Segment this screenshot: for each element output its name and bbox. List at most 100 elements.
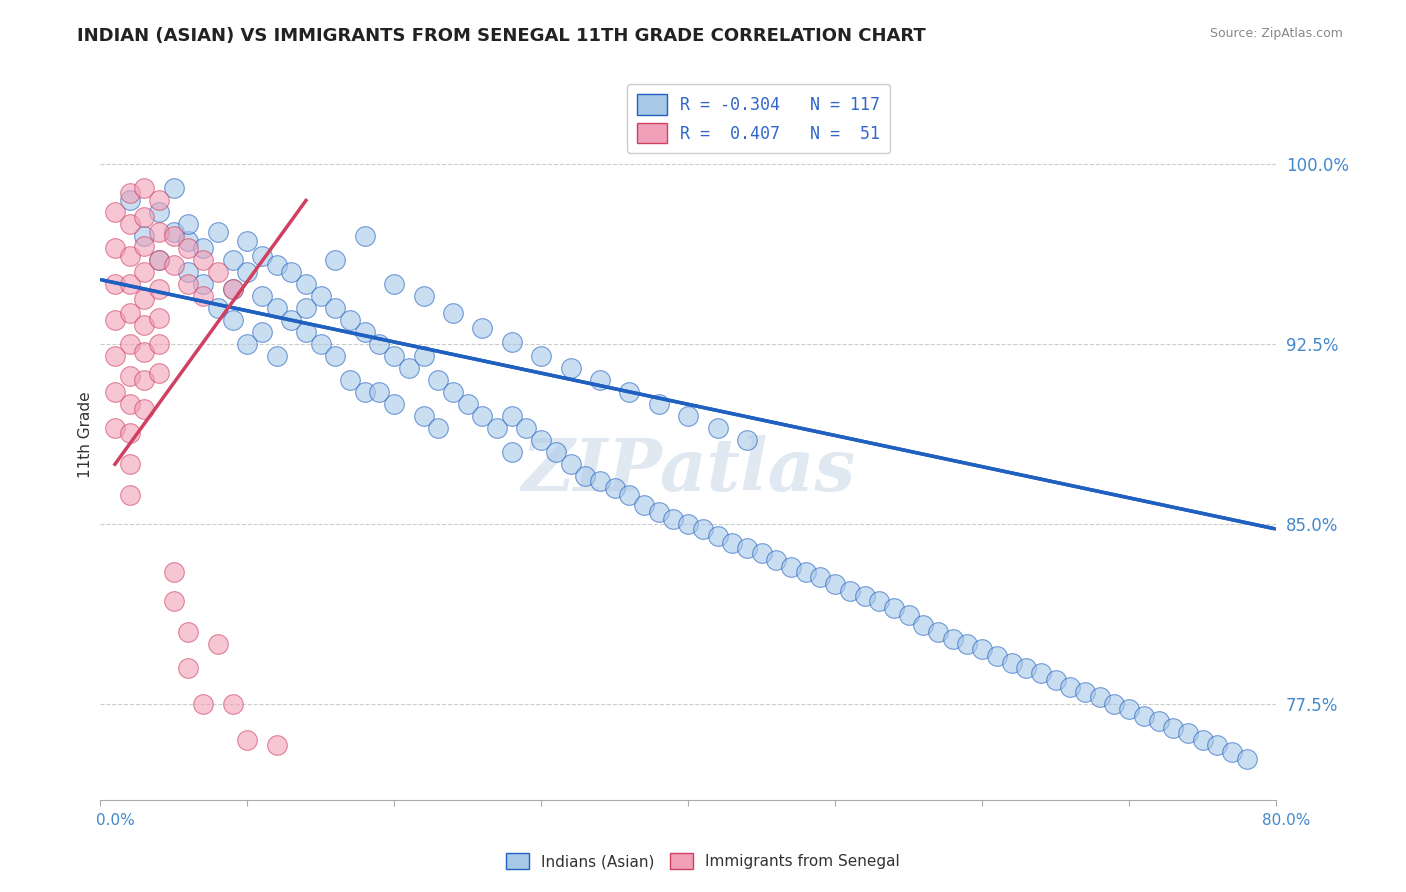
Point: [1220, 745, 1243, 759]
Point: [560, 457, 582, 471]
Point: [619, 488, 641, 502]
Point: [250, 249, 273, 263]
Point: [648, 397, 671, 411]
Point: [412, 409, 434, 424]
Point: [295, 301, 318, 316]
Point: [751, 546, 773, 560]
Point: [427, 373, 450, 387]
Point: [134, 181, 156, 195]
Point: [118, 249, 141, 263]
Point: [207, 265, 229, 279]
Point: [104, 277, 127, 292]
Point: [207, 301, 229, 316]
Point: [134, 292, 156, 306]
Point: [148, 205, 170, 219]
Point: [486, 421, 509, 435]
Point: [382, 349, 405, 363]
Point: [134, 402, 156, 417]
Point: [118, 218, 141, 232]
Point: [1118, 702, 1140, 716]
Point: [118, 368, 141, 383]
Point: [191, 253, 214, 268]
Point: [1104, 697, 1126, 711]
Point: [589, 474, 612, 488]
Point: [382, 397, 405, 411]
Point: [191, 241, 214, 255]
Legend: Indians (Asian), Immigrants from Senegal: Indians (Asian), Immigrants from Senegal: [501, 847, 905, 875]
Point: [501, 334, 523, 349]
Point: [1015, 661, 1038, 675]
Point: [118, 277, 141, 292]
Point: [368, 385, 391, 400]
Point: [236, 337, 259, 351]
Point: [589, 373, 612, 387]
Point: [1147, 714, 1170, 728]
Point: [118, 426, 141, 441]
Point: [368, 337, 391, 351]
Point: [735, 434, 758, 448]
Point: [471, 320, 494, 334]
Point: [148, 225, 170, 239]
Point: [163, 566, 186, 580]
Point: [118, 488, 141, 502]
Text: Source: ZipAtlas.com: Source: ZipAtlas.com: [1209, 27, 1343, 40]
Point: [163, 225, 186, 239]
Point: [1161, 721, 1184, 735]
Point: [530, 434, 553, 448]
Point: [1074, 685, 1097, 699]
Point: [662, 512, 685, 526]
Point: [266, 258, 288, 272]
Point: [676, 409, 699, 424]
Point: [501, 409, 523, 424]
Point: [266, 349, 288, 363]
Point: [250, 289, 273, 303]
Point: [118, 337, 141, 351]
Point: [927, 625, 949, 640]
Point: [765, 553, 787, 567]
Point: [177, 241, 200, 255]
Point: [1088, 690, 1111, 704]
Point: [1206, 738, 1229, 752]
Point: [148, 337, 170, 351]
Point: [191, 277, 214, 292]
Point: [250, 326, 273, 340]
Point: [721, 536, 744, 550]
Point: [177, 234, 200, 248]
Point: [148, 194, 170, 208]
Point: [236, 733, 259, 747]
Point: [134, 265, 156, 279]
Text: ZIPatlas: ZIPatlas: [522, 435, 855, 507]
Point: [134, 229, 156, 244]
Point: [118, 457, 141, 471]
Point: [603, 481, 626, 495]
Point: [633, 498, 655, 512]
Point: [339, 373, 361, 387]
Text: INDIAN (ASIAN) VS IMMIGRANTS FROM SENEGAL 11TH GRADE CORRELATION CHART: INDIAN (ASIAN) VS IMMIGRANTS FROM SENEGA…: [77, 27, 927, 45]
Point: [309, 289, 332, 303]
Point: [191, 697, 214, 711]
Point: [134, 344, 156, 359]
Point: [104, 385, 127, 400]
Point: [325, 253, 347, 268]
Point: [1045, 673, 1067, 688]
Point: [619, 385, 641, 400]
Point: [148, 253, 170, 268]
Point: [824, 577, 846, 591]
Point: [134, 211, 156, 225]
Point: [398, 361, 420, 376]
Point: [1000, 657, 1022, 671]
Point: [163, 181, 186, 195]
Point: [221, 313, 243, 327]
Point: [134, 318, 156, 333]
Point: [1029, 665, 1052, 680]
Point: [956, 637, 979, 651]
Point: [104, 313, 127, 327]
Point: [177, 218, 200, 232]
Point: [221, 282, 243, 296]
Point: [868, 594, 890, 608]
Text: 80.0%: 80.0%: [1263, 814, 1310, 828]
Point: [986, 649, 1008, 664]
Point: [883, 601, 905, 615]
Point: [177, 277, 200, 292]
Point: [706, 529, 728, 543]
